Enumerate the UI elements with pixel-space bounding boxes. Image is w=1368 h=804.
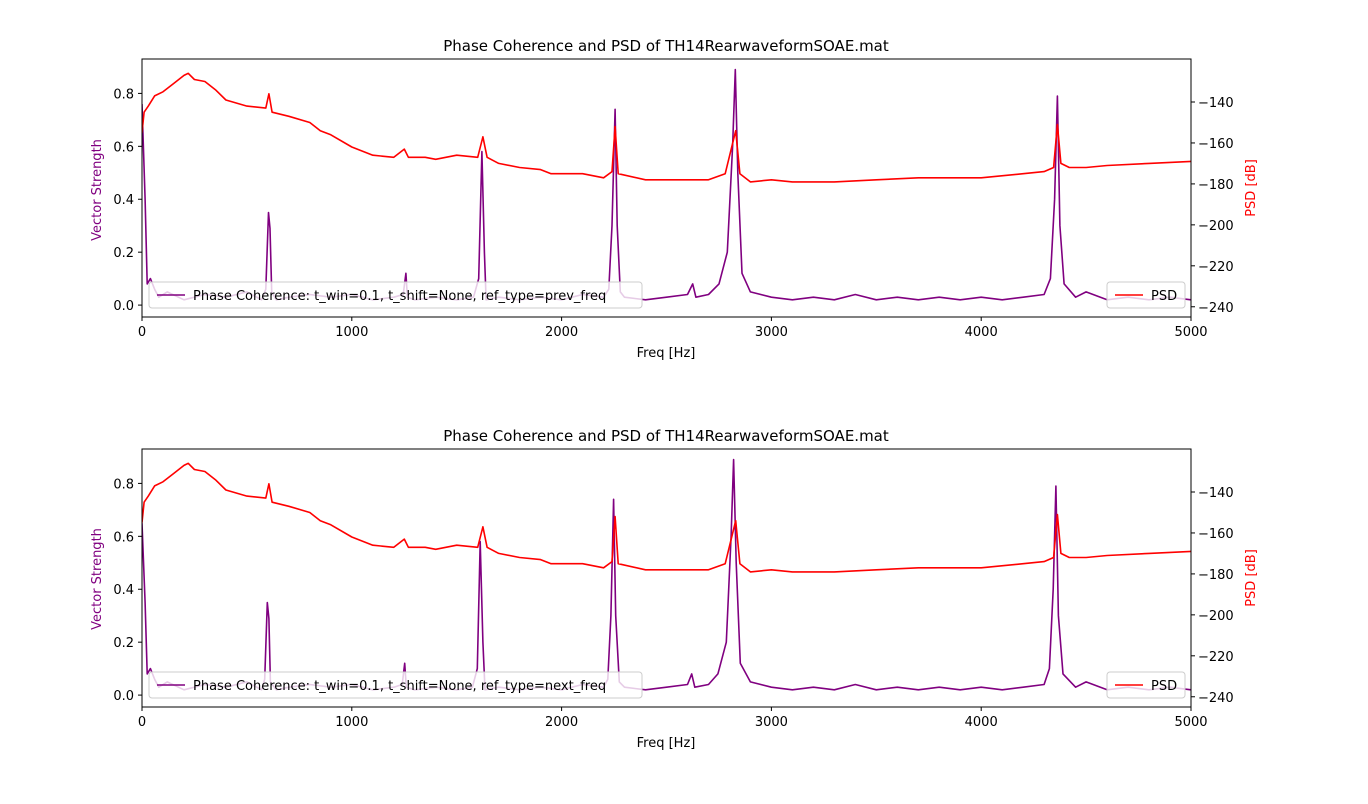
right-y-tick-label: −180 <box>1198 178 1234 193</box>
phase-coherence-line <box>142 68 1191 301</box>
right-y-tick-label: −160 <box>1198 527 1234 542</box>
right-y-tick-label: −200 <box>1198 609 1234 624</box>
legend-box <box>148 281 643 309</box>
left-y-tick-label: 0.4 <box>113 583 134 598</box>
x-tick-label: 5000 <box>1174 325 1207 340</box>
legend-label: PSD <box>1151 679 1177 694</box>
legend-label: PSD <box>1151 289 1177 304</box>
x-tick-label: 4000 <box>965 325 998 340</box>
right-y-tick-label: −240 <box>1198 691 1234 706</box>
x-tick-label: 4000 <box>965 715 998 730</box>
x-tick-label: 0 <box>138 715 146 730</box>
legend-label: Phase Coherence: t_win=0.1, t_shift=None… <box>193 679 606 694</box>
left-y-axis-label: Vector Strength <box>90 528 105 630</box>
phase-coherence-line <box>142 458 1191 691</box>
right-y-axis-label: PSD [dB] <box>1244 549 1259 607</box>
x-tick-label: 3000 <box>755 325 788 340</box>
left-y-tick-label: 0.2 <box>113 246 134 261</box>
left-y-tick-label: 0.8 <box>113 477 134 492</box>
left-y-tick-label: 0.8 <box>113 87 134 102</box>
right-y-tick-label: −180 <box>1198 568 1234 583</box>
chart-panel-bottom: Phase Coherence and PSD of TH14Rearwavef… <box>90 427 1259 751</box>
left-y-tick-label: 0.6 <box>113 140 134 155</box>
legend-box <box>1106 281 1186 309</box>
right-y-tick-label: −140 <box>1198 486 1234 501</box>
x-axis-label: Freq [Hz] <box>637 736 696 751</box>
x-tick-label: 0 <box>138 325 146 340</box>
plot-area: 0 1000 2000 3000 4000 5000 0.0 0.2 0.4 0.6 0.8 −240… <box>113 58 1234 340</box>
right-y-tick-label: −200 <box>1198 219 1234 234</box>
axes-frame <box>141 58 1192 318</box>
legend-psd: PSD <box>1106 281 1186 309</box>
legend-phase-coherence: Phase Coherence: t_win=0.1, t_shift=None… <box>148 281 643 309</box>
right-y-tick-label: −220 <box>1198 260 1234 275</box>
psd-line <box>142 72 1191 183</box>
left-y-axis-label: Vector Strength <box>90 139 105 241</box>
axes-frame <box>141 448 1192 708</box>
left-y-tick-label: 0.6 <box>113 530 134 545</box>
right-y-tick-label: −220 <box>1198 650 1234 665</box>
right-y-tick-label: −160 <box>1198 137 1234 152</box>
x-tick-label: 1000 <box>335 715 368 730</box>
plot-area: 0 1000 2000 3000 4000 5000 0.0 0.2 0.4 0.6 0.8 −240… <box>113 448 1234 730</box>
left-y-tick-label: 0.0 <box>113 299 134 314</box>
left-y-tick-label: 0.2 <box>113 636 134 651</box>
legend-label: Phase Coherence: t_win=0.1, t_shift=None… <box>193 289 606 304</box>
x-tick-label: 1000 <box>335 325 368 340</box>
psd-line <box>142 462 1191 573</box>
chart-title: Phase Coherence and PSD of TH14Rearwavef… <box>443 427 889 445</box>
x-axis-label: Freq [Hz] <box>637 346 696 361</box>
right-y-tick-label: −140 <box>1198 96 1234 111</box>
x-tick-label: 5000 <box>1174 715 1207 730</box>
legend-box <box>1106 671 1186 699</box>
x-tick-label: 2000 <box>545 325 578 340</box>
right-y-tick-label: −240 <box>1198 301 1234 316</box>
left-y-tick-label: 0.0 <box>113 689 134 704</box>
left-y-tick-label: 0.4 <box>113 193 134 208</box>
x-tick-label: 3000 <box>755 715 788 730</box>
right-y-axis-label: PSD [dB] <box>1244 159 1259 217</box>
legend-phase-coherence: Phase Coherence: t_win=0.1, t_shift=None… <box>148 671 643 699</box>
x-tick-label: 2000 <box>545 715 578 730</box>
chart-panel-top: Phase Coherence and PSD of TH14Rearwavef… <box>90 37 1259 361</box>
legend-box <box>148 671 643 699</box>
legend-psd: PSD <box>1106 671 1186 699</box>
chart-title: Phase Coherence and PSD of TH14Rearwavef… <box>443 37 889 55</box>
